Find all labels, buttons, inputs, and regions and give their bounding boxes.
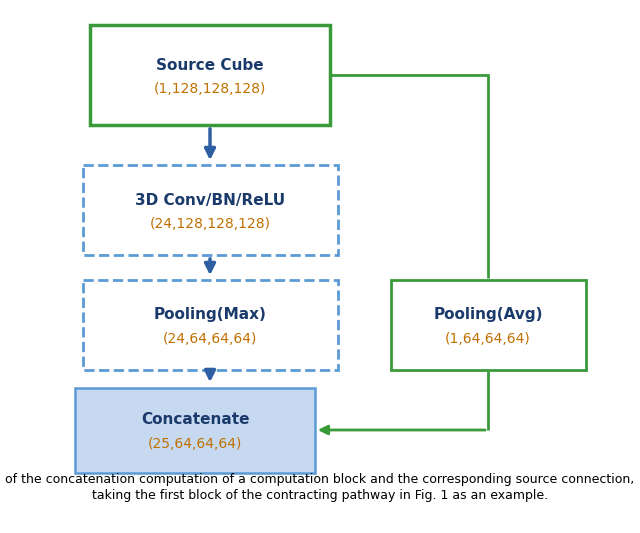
Text: Pooling(Max): Pooling(Max) <box>154 308 266 322</box>
Text: Concatenate: Concatenate <box>141 413 249 427</box>
Text: 3D Conv/BN/ReLU: 3D Conv/BN/ReLU <box>135 192 285 207</box>
Text: Pooling(Avg): Pooling(Avg) <box>433 308 543 322</box>
Text: (25,64,64,64): (25,64,64,64) <box>148 437 242 451</box>
Text: (24,64,64,64): (24,64,64,64) <box>163 332 257 346</box>
Bar <box>90 25 330 125</box>
Text: of the concatenation computation of a computation block and the corresponding so: of the concatenation computation of a co… <box>5 473 635 486</box>
Bar <box>390 280 586 370</box>
Bar <box>83 165 337 255</box>
Text: (1,64,64,64): (1,64,64,64) <box>445 332 531 346</box>
Bar <box>83 280 337 370</box>
Text: (1,128,128,128): (1,128,128,128) <box>154 82 266 96</box>
Text: (24,128,128,128): (24,128,128,128) <box>150 217 271 231</box>
Bar <box>75 387 315 472</box>
Text: Source Cube: Source Cube <box>156 58 264 72</box>
Text: taking the first block of the contracting pathway in Fig. 1 as an example.: taking the first block of the contractin… <box>92 489 548 502</box>
